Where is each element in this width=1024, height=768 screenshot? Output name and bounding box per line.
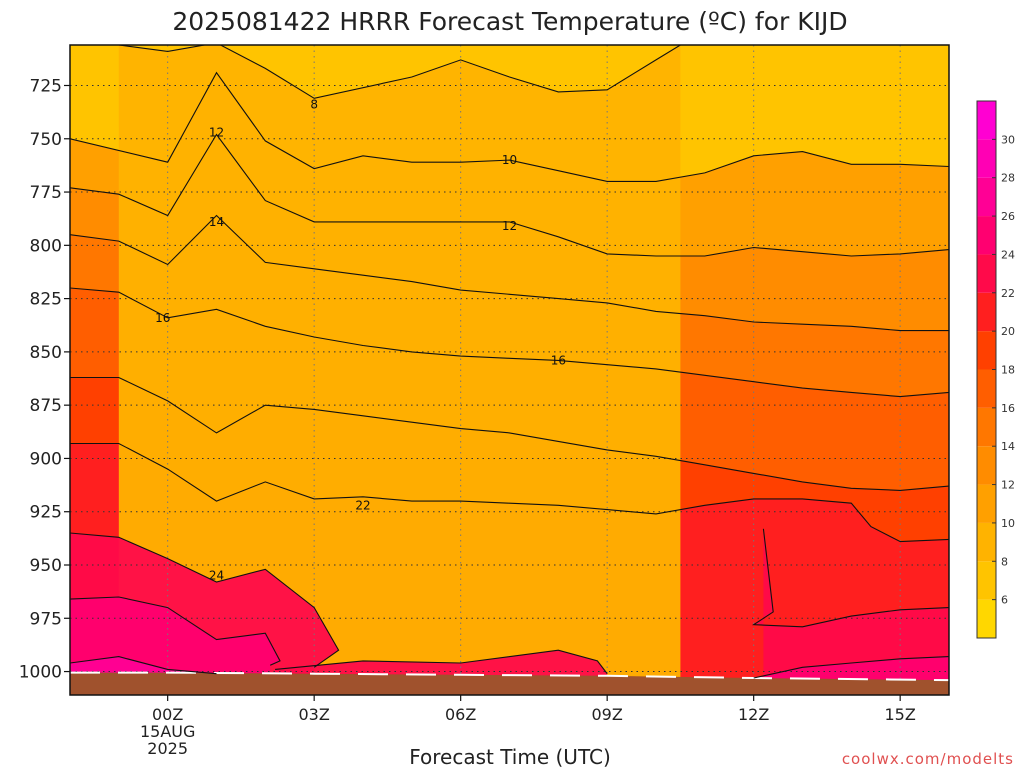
isotherm-24-11	[753, 656, 949, 679]
isotherm-22-9	[751, 528, 949, 628]
y-tick-label-875: 875	[30, 396, 62, 416]
colorbar-label-8: 8	[1001, 555, 1008, 568]
site-credit: coolwx.com/modelts	[842, 750, 1014, 768]
isotherm-label-2: 12	[209, 125, 224, 139]
colorbar-label-22: 22	[1001, 287, 1015, 300]
colorbar-segment-8	[977, 292, 996, 332]
colorbar-segment-0	[977, 599, 996, 638]
isotherm-label-1: 10	[502, 153, 517, 167]
colorbar-label-28: 28	[1001, 172, 1015, 185]
colorbar: 6 8 10 12 14 16 18 20 22 24 26 28 30	[976, 100, 1015, 639]
isotherm-24-10	[70, 596, 281, 666]
colorbar-segment-5	[977, 407, 996, 447]
y-axis: 725 750 775 800 825 850 875 900 925 950 975 1000	[19, 76, 70, 683]
isotherm-label-6: 16	[551, 353, 566, 367]
colorbar-label-16: 16	[1001, 402, 1015, 415]
colorbar-segment-11	[977, 177, 996, 217]
isotherm-label-4: 14	[209, 215, 224, 229]
x-tick-label-0-1: 15AUG	[140, 722, 195, 741]
x-tick-label-15-0: 15Z	[885, 705, 916, 724]
isotherm-16-4	[70, 287, 949, 398]
isotherm-10-1	[70, 71, 949, 182]
colorbar-segment-4	[977, 446, 996, 485]
y-tick-label-1000: 1000	[19, 663, 62, 683]
x-tick-label-3-0: 03Z	[299, 705, 330, 724]
colorbar-label-26: 26	[1001, 210, 1015, 223]
plot-area	[70, 45, 949, 695]
isotherm-label-5: 16	[155, 311, 170, 325]
colorbar-segment-1	[977, 561, 996, 600]
isotherm-8-0	[118, 45, 681, 99]
isotherm-label-7: 22	[355, 498, 370, 512]
y-tick-label-850: 850	[30, 343, 62, 363]
colorbar-segment-3	[977, 484, 996, 523]
isotherm-20-6	[70, 442, 949, 543]
colorbar-segment-9	[977, 254, 996, 293]
ground-fill	[70, 672, 949, 695]
y-tick-label-975: 975	[30, 609, 62, 629]
x-tick-label-0-2: 2025	[147, 739, 188, 758]
colorbar-segment-6	[977, 369, 996, 408]
isotherm-26-12	[70, 656, 217, 675]
isotherm-label-0: 8	[310, 98, 318, 112]
isotherm-lines	[70, 45, 949, 679]
colorbar-label-10: 10	[1001, 517, 1015, 530]
x-tick-label-6-0: 06Z	[445, 705, 476, 724]
grid-lines	[70, 45, 949, 695]
x-tick-label-12-0: 12Z	[738, 705, 769, 724]
colorbar-segment-2	[977, 522, 996, 562]
x-tick-label-0-0: 00Z	[152, 705, 183, 724]
y-tick-label-950: 950	[30, 556, 62, 576]
x-axis-label: Forecast Time (UTC)	[409, 745, 611, 768]
fill-pocket-8	[118, 45, 681, 695]
y-tick-label-925: 925	[30, 503, 62, 523]
isotherm-18-5	[70, 376, 949, 491]
plot-frame	[69, 44, 950, 696]
isotherm-labels: 8 10 12 12 14 16 16 22 24	[155, 98, 566, 583]
isotherm-label-8: 24	[209, 569, 224, 583]
y-tick-label-750: 750	[30, 130, 62, 150]
colorbar-segment-12	[977, 139, 996, 178]
y-tick-label-775: 775	[30, 183, 62, 203]
colorbar-label-18: 18	[1001, 364, 1015, 377]
chart-title: 2025081422 HRRR Forecast Temperature (ºC…	[172, 7, 847, 36]
colorbar-segment-7	[977, 331, 996, 370]
colorbar-label-12: 12	[1001, 479, 1015, 492]
colorbar-label-30: 30	[1001, 133, 1015, 146]
fill-pocket-22	[753, 528, 949, 695]
isotherm-12-2	[70, 133, 949, 257]
colorbar-label-20: 20	[1001, 325, 1015, 338]
colorbar-label-24: 24	[1001, 248, 1015, 261]
colorbar-segment-10	[977, 216, 996, 255]
isotherm-22-7	[70, 532, 340, 668]
y-tick-label-800: 800	[30, 236, 62, 256]
isotherm-22-8	[275, 649, 608, 675]
isotherm-14-3	[70, 214, 949, 332]
colorbar-label-14: 14	[1001, 440, 1015, 453]
isotherm-label-3: 12	[502, 219, 517, 233]
y-tick-label-725: 725	[30, 76, 62, 96]
x-tick-label-9-0: 09Z	[592, 705, 623, 724]
y-tick-label-900: 900	[30, 449, 62, 469]
colorbar-label-6: 6	[1001, 594, 1008, 607]
y-tick-label-825: 825	[30, 290, 62, 310]
colorbar-segment-13	[977, 101, 996, 140]
